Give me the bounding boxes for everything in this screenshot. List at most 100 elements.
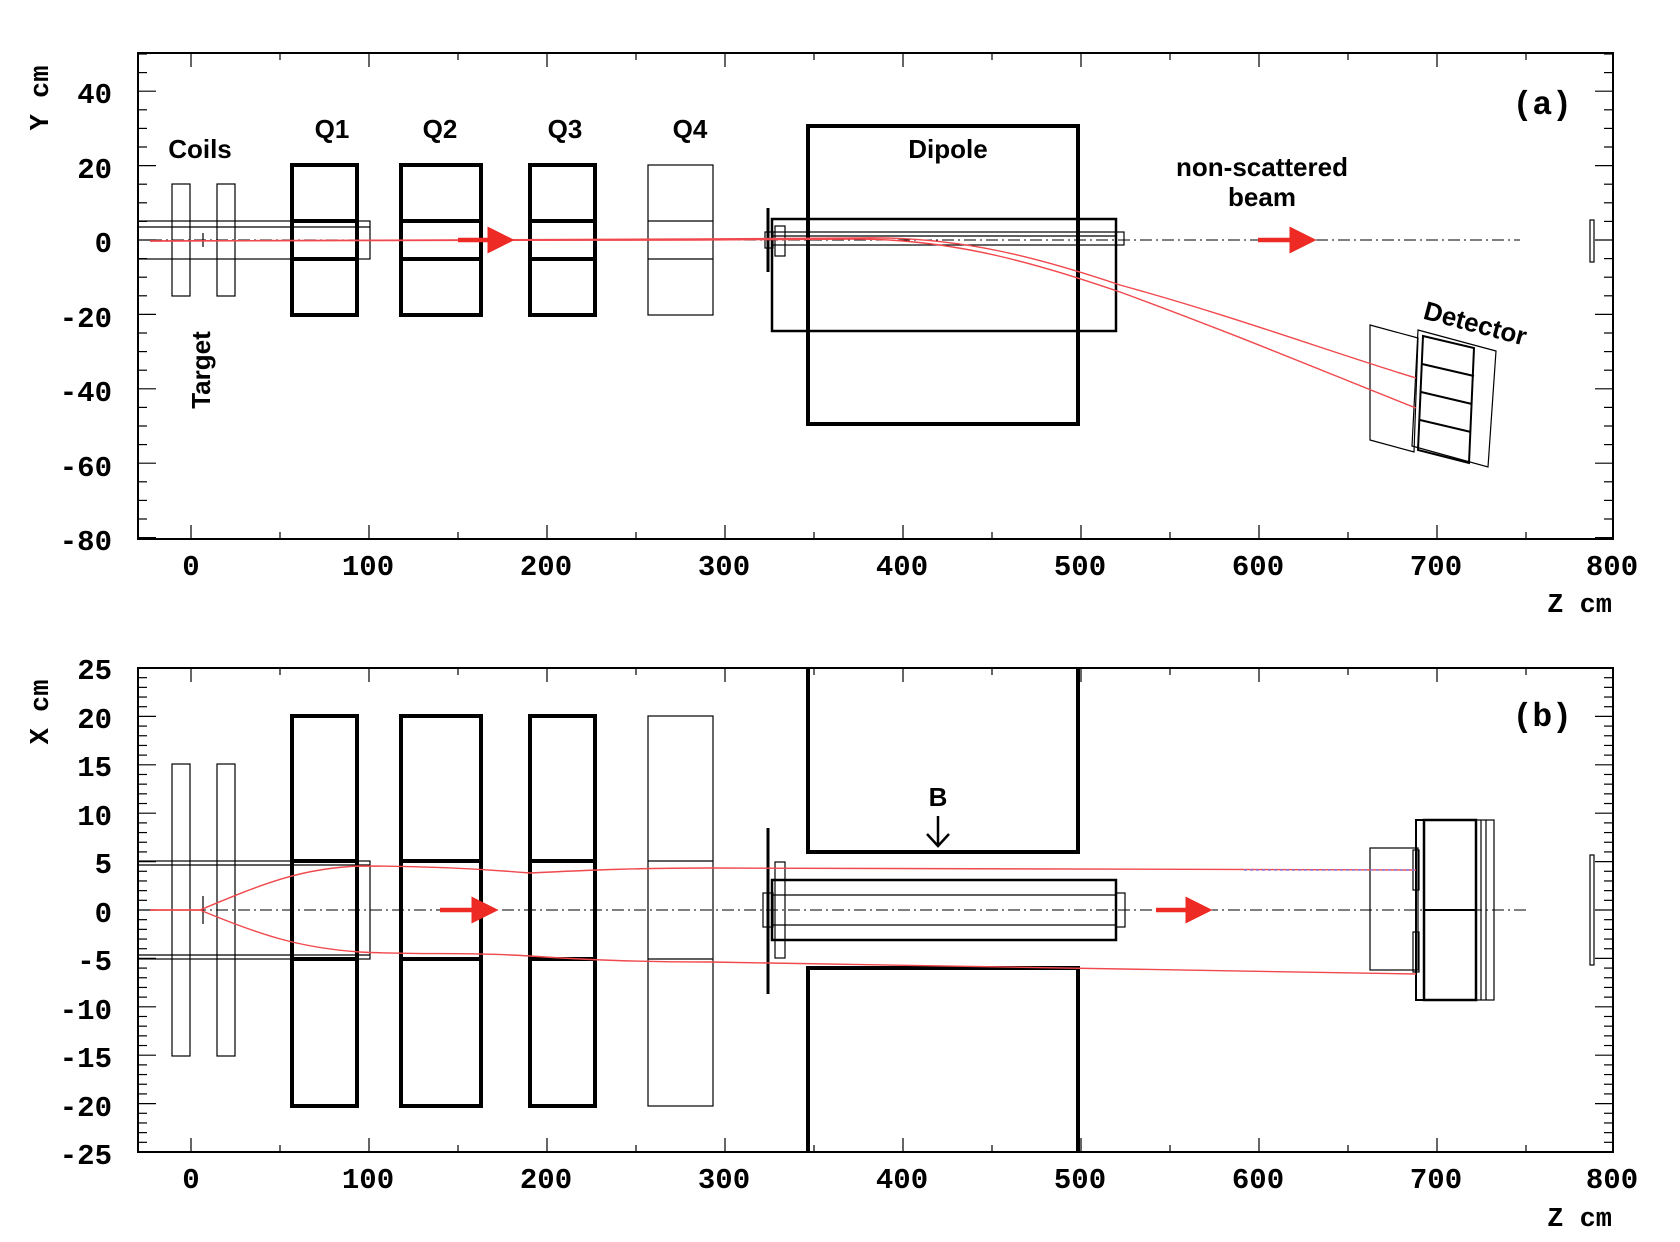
x-tick-label: 200 [520, 551, 572, 584]
beam-label-line1: non-scattered [1176, 152, 1348, 182]
dipole-yoke [806, 124, 1080, 426]
y-tick-label: -15 [60, 1043, 112, 1076]
y-tick-label: 40 [77, 79, 112, 112]
quadrupole-q4 [647, 715, 714, 1107]
dipole-exit-flange [1115, 892, 1126, 928]
q3-yoke [528, 714, 597, 1108]
trajectory-lower [150, 909, 1417, 975]
y-tick-label: -40 [60, 377, 112, 410]
y-tick-label: 10 [77, 801, 112, 834]
trajectory-upper [150, 865, 1417, 911]
panel-b-y-tick-labels: 25 20 15 10 5 0 -5 -10 -15 -20 -25 [60, 655, 112, 1173]
x-tick-label: 400 [876, 1164, 928, 1197]
x-tick-label: 0 [182, 551, 199, 584]
quadrupole-q2: Q2 [399, 114, 483, 317]
x-tick-label: 100 [342, 551, 394, 584]
quadrupole-q1 [290, 714, 359, 1108]
detector-housing [1475, 819, 1495, 1001]
x-tick-label: 500 [1054, 1164, 1106, 1197]
end-marker [1589, 854, 1595, 966]
panel-a-x-tick-labels: 0 100 200 300 400 500 600 700 800 [182, 551, 1638, 584]
trajectory-lower [149, 238, 1417, 409]
detector [1369, 818, 1495, 1002]
x-tick-label: 700 [1410, 1164, 1462, 1197]
detector-cell-divider [1420, 391, 1473, 405]
x-tick-label: 300 [698, 1164, 750, 1197]
y-tick-label: -60 [60, 452, 112, 485]
q2-label: Q2 [423, 114, 458, 144]
quadrupole-q4: Q4 [647, 114, 714, 316]
beam-pipe-upstream [137, 860, 371, 960]
panel-b-tag: (b) [1513, 699, 1572, 736]
dipole-flange [774, 225, 786, 257]
quadrupole-q3: Q3 [528, 114, 597, 317]
q3-label: Q3 [548, 114, 583, 144]
field-arrow-head-icon [926, 833, 950, 848]
coil [216, 763, 236, 1057]
detector-front-panel [1369, 847, 1419, 971]
x-tick-label: 100 [342, 1164, 394, 1197]
beam-label-line2: beam [1228, 182, 1296, 212]
panel-a-tag: (a) [1513, 87, 1572, 124]
detector: Detector [1369, 295, 1531, 468]
detector-cell-divider [1421, 363, 1475, 377]
x-tick-label: 200 [520, 1164, 572, 1197]
q1-yoke [290, 714, 359, 1108]
y-tick-label: 0 [95, 228, 112, 261]
panel-b-x-axis-title: Z cm [1547, 1205, 1612, 1235]
y-tick-label: -80 [60, 526, 112, 559]
panel-a-x-axis-title: Z cm [1547, 591, 1612, 621]
field-label: B [929, 782, 948, 812]
x-tick-label: 500 [1054, 551, 1106, 584]
end-marker [1589, 219, 1595, 263]
y-tick-label: -5 [77, 946, 112, 979]
y-tick-label: 0 [95, 898, 112, 931]
x-tick-label: 700 [1410, 551, 1462, 584]
panel-b-x-tick-labels: 0 100 200 300 400 500 600 700 800 [182, 1164, 1638, 1197]
detector-cell-divider [1419, 419, 1472, 433]
panel-b: 25 20 15 10 5 0 -5 -10 -15 -20 -25 0 100… [27, 655, 1638, 1235]
x-tick-label: 300 [698, 551, 750, 584]
y-tick-label: -25 [60, 1140, 112, 1173]
dipole-lower-pole [806, 966, 1080, 1152]
panel-a-y-tick-labels: 40 20 0 -20 -40 -60 -80 [60, 79, 112, 559]
target-label: Target [186, 331, 216, 409]
dipole-flange [774, 861, 786, 959]
panel-b-ticks [138, 668, 1613, 1152]
q1-label: Q1 [315, 114, 350, 144]
dipole-chamber [770, 217, 1118, 333]
panel-b-y-axis-title: X cm [27, 680, 57, 745]
x-tick-label: 0 [182, 1164, 199, 1197]
dipole-upper-pole [806, 668, 1080, 854]
trajectory-upper [149, 237, 1417, 379]
y-tick-label: 5 [95, 849, 112, 882]
detector-front-panel [1369, 324, 1419, 453]
coils-label: Coils [168, 134, 232, 164]
quadrupole-q1: Q1 [290, 114, 359, 317]
panel-a-ticks [138, 53, 1613, 539]
y-tick-label: -10 [60, 995, 112, 1028]
y-tick-label: -20 [60, 303, 112, 336]
detector-label: Detector [1421, 295, 1531, 351]
dipole-magnet: Dipole [764, 124, 1125, 426]
y-tick-label: 20 [77, 154, 112, 187]
x-tick-label: 600 [1232, 1164, 1284, 1197]
q4-label: Q4 [673, 114, 708, 144]
y-tick-label: -20 [60, 1092, 112, 1125]
detector-segment [1412, 931, 1420, 973]
detector-stack [1416, 334, 1476, 465]
x-tick-label: 400 [876, 551, 928, 584]
x-tick-label: 800 [1586, 551, 1638, 584]
coil [171, 183, 191, 297]
panel-a: 40 20 0 -20 -40 -60 -80 0 100 200 300 40… [27, 52, 1638, 621]
detector-housing [1411, 329, 1497, 468]
dipole-label: Dipole [908, 134, 987, 164]
y-tick-label: 15 [77, 752, 112, 785]
y-tick-label: 25 [77, 655, 112, 688]
panel-a-y-axis-title: Y cm [27, 66, 57, 131]
x-tick-label: 600 [1232, 551, 1284, 584]
x-tick-label: 800 [1586, 1164, 1638, 1197]
q4-yoke [647, 715, 714, 1107]
quadrupole-q3 [528, 714, 597, 1108]
